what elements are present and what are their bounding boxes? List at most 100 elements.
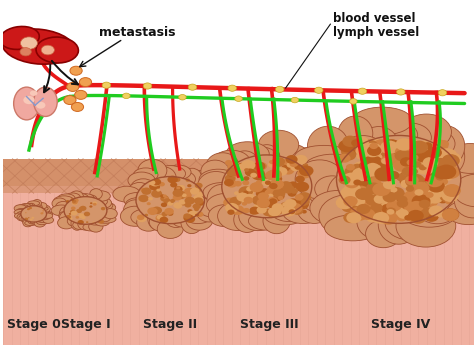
- Circle shape: [196, 200, 204, 206]
- Circle shape: [349, 207, 368, 221]
- Circle shape: [262, 179, 272, 186]
- Circle shape: [269, 205, 283, 215]
- Ellipse shape: [14, 205, 27, 212]
- Circle shape: [159, 182, 165, 186]
- Ellipse shape: [258, 130, 299, 159]
- Ellipse shape: [70, 191, 83, 203]
- Circle shape: [423, 142, 433, 149]
- Circle shape: [253, 162, 265, 171]
- Circle shape: [413, 213, 420, 217]
- Circle shape: [397, 196, 408, 203]
- Circle shape: [292, 207, 303, 215]
- Circle shape: [353, 179, 361, 185]
- Circle shape: [226, 167, 239, 177]
- Circle shape: [412, 182, 429, 195]
- Circle shape: [246, 168, 258, 177]
- Circle shape: [412, 194, 430, 208]
- Circle shape: [255, 170, 264, 176]
- Circle shape: [404, 200, 421, 213]
- Ellipse shape: [126, 197, 152, 211]
- Circle shape: [427, 185, 445, 198]
- Circle shape: [339, 173, 351, 181]
- Ellipse shape: [128, 172, 155, 189]
- Circle shape: [409, 166, 416, 171]
- Ellipse shape: [36, 217, 48, 223]
- Circle shape: [269, 160, 275, 164]
- Ellipse shape: [401, 114, 451, 150]
- Circle shape: [410, 141, 428, 154]
- Circle shape: [358, 88, 367, 94]
- Circle shape: [267, 169, 282, 180]
- Circle shape: [418, 143, 436, 157]
- Circle shape: [383, 180, 396, 189]
- Circle shape: [446, 208, 453, 214]
- Text: blood vessel: blood vessel: [333, 12, 415, 26]
- Circle shape: [398, 150, 412, 161]
- Circle shape: [295, 176, 305, 183]
- Circle shape: [268, 207, 281, 216]
- Circle shape: [395, 146, 410, 157]
- Ellipse shape: [73, 220, 89, 230]
- Ellipse shape: [380, 121, 418, 149]
- Circle shape: [75, 216, 79, 219]
- Ellipse shape: [207, 185, 235, 215]
- Ellipse shape: [0, 27, 39, 49]
- Ellipse shape: [37, 203, 47, 209]
- Circle shape: [158, 194, 163, 197]
- Ellipse shape: [302, 189, 330, 212]
- Circle shape: [342, 136, 358, 147]
- Circle shape: [353, 186, 369, 197]
- Circle shape: [266, 187, 279, 196]
- Circle shape: [349, 99, 357, 104]
- Circle shape: [257, 192, 269, 200]
- Circle shape: [183, 213, 191, 219]
- Circle shape: [186, 215, 194, 220]
- Circle shape: [173, 189, 183, 197]
- Ellipse shape: [206, 153, 239, 179]
- Circle shape: [225, 174, 236, 183]
- Circle shape: [402, 164, 411, 171]
- Circle shape: [352, 196, 365, 206]
- Circle shape: [374, 195, 386, 204]
- Circle shape: [148, 197, 153, 200]
- Circle shape: [435, 178, 448, 187]
- Circle shape: [263, 209, 273, 216]
- FancyBboxPatch shape: [3, 0, 474, 166]
- Circle shape: [427, 185, 445, 198]
- Circle shape: [369, 153, 383, 163]
- Circle shape: [272, 203, 283, 212]
- Circle shape: [29, 207, 32, 209]
- Circle shape: [363, 164, 380, 177]
- Circle shape: [362, 202, 382, 217]
- Circle shape: [360, 209, 375, 220]
- Ellipse shape: [94, 216, 110, 226]
- Circle shape: [356, 170, 371, 181]
- Circle shape: [190, 188, 200, 195]
- Circle shape: [338, 154, 351, 163]
- Circle shape: [69, 213, 71, 215]
- Circle shape: [338, 176, 351, 184]
- Circle shape: [249, 207, 260, 215]
- Ellipse shape: [77, 194, 94, 203]
- Circle shape: [237, 163, 246, 169]
- Circle shape: [392, 153, 409, 165]
- Circle shape: [410, 142, 425, 154]
- Circle shape: [366, 183, 382, 194]
- Ellipse shape: [222, 155, 311, 217]
- Circle shape: [413, 206, 430, 218]
- Ellipse shape: [226, 142, 269, 166]
- Circle shape: [446, 164, 456, 171]
- Circle shape: [352, 161, 373, 176]
- Circle shape: [250, 210, 256, 214]
- Circle shape: [409, 201, 424, 212]
- Circle shape: [256, 189, 266, 196]
- Ellipse shape: [311, 160, 336, 180]
- Ellipse shape: [455, 185, 474, 218]
- Circle shape: [41, 45, 55, 55]
- Circle shape: [252, 196, 265, 205]
- Circle shape: [387, 209, 394, 215]
- Circle shape: [197, 192, 204, 197]
- Circle shape: [355, 188, 372, 200]
- Circle shape: [256, 189, 269, 198]
- Circle shape: [435, 208, 443, 215]
